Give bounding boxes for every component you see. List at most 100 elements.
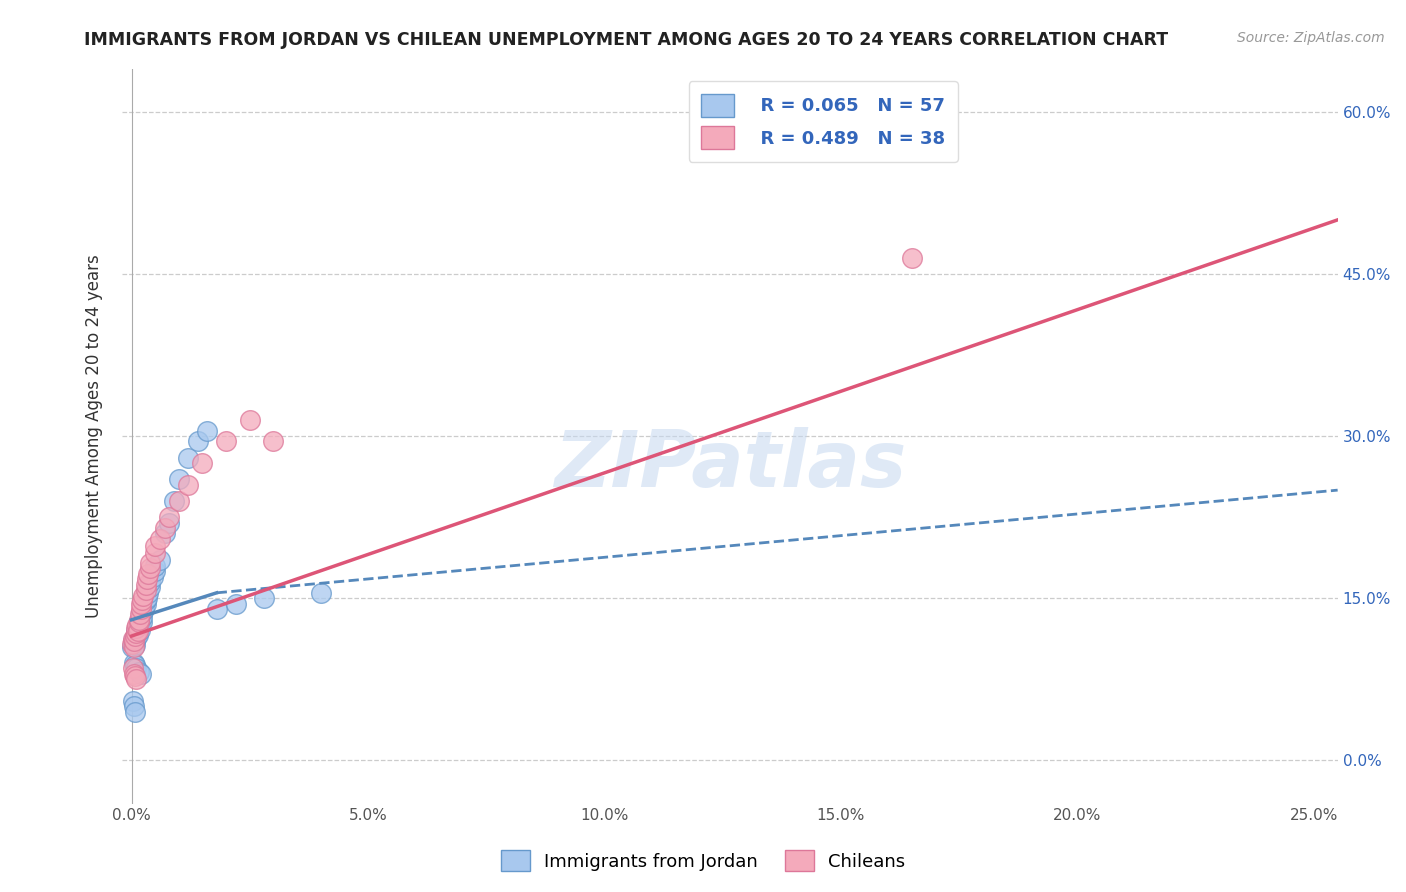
- Point: [127, 624, 149, 638]
- Point: [142, 569, 165, 583]
- Point: [125, 625, 148, 640]
- Point: [129, 610, 152, 624]
- Point: [122, 694, 145, 708]
- Point: [309, 586, 332, 600]
- Point: [153, 521, 176, 535]
- Point: [122, 666, 145, 681]
- Point: [124, 634, 146, 648]
- Point: [135, 578, 157, 592]
- Point: [132, 589, 155, 603]
- Point: [132, 602, 155, 616]
- Point: [125, 624, 148, 638]
- Point: [127, 624, 149, 639]
- Point: [129, 602, 152, 616]
- Y-axis label: Unemployment Among Ages 20 to 24 years: Unemployment Among Ages 20 to 24 years: [86, 254, 103, 618]
- Point: [136, 567, 159, 582]
- Point: [195, 424, 218, 438]
- Point: [128, 620, 150, 634]
- Point: [128, 665, 150, 679]
- Point: [134, 599, 156, 614]
- Point: [143, 539, 166, 553]
- Point: [135, 572, 157, 586]
- Point: [125, 629, 148, 643]
- Point: [127, 618, 149, 632]
- Point: [122, 640, 145, 654]
- Point: [177, 450, 200, 465]
- Point: [139, 561, 162, 575]
- Point: [163, 494, 186, 508]
- Point: [157, 510, 180, 524]
- Point: [135, 582, 157, 597]
- Point: [215, 434, 238, 449]
- Point: [153, 526, 176, 541]
- Point: [167, 494, 190, 508]
- Legend:   R = 0.065   N = 57,   R = 0.489   N = 38: R = 0.065 N = 57, R = 0.489 N = 38: [689, 81, 957, 162]
- Point: [125, 631, 148, 645]
- Point: [125, 661, 148, 675]
- Point: [124, 633, 146, 648]
- Point: [121, 637, 143, 651]
- Point: [143, 564, 166, 578]
- Point: [129, 607, 152, 622]
- Point: [128, 618, 150, 632]
- Legend: Immigrants from Jordan, Chileans: Immigrants from Jordan, Chileans: [494, 843, 912, 879]
- Point: [225, 597, 247, 611]
- Point: [253, 591, 276, 606]
- Point: [129, 666, 152, 681]
- Point: [125, 625, 148, 640]
- Point: [205, 602, 228, 616]
- Point: [122, 656, 145, 670]
- Point: [124, 658, 146, 673]
- Point: [124, 705, 146, 719]
- Point: [143, 558, 166, 573]
- Point: [125, 673, 148, 687]
- Point: [124, 635, 146, 649]
- Point: [128, 613, 150, 627]
- Point: [149, 553, 172, 567]
- Point: [131, 609, 153, 624]
- Point: [139, 574, 162, 589]
- Point: [122, 661, 145, 675]
- Text: ZIPatlas: ZIPatlas: [554, 427, 905, 503]
- Text: IMMIGRANTS FROM JORDAN VS CHILEAN UNEMPLOYMENT AMONG AGES 20 TO 24 YEARS CORRELA: IMMIGRANTS FROM JORDAN VS CHILEAN UNEMPL…: [84, 31, 1168, 49]
- Point: [128, 616, 150, 631]
- Point: [129, 597, 152, 611]
- Point: [136, 586, 159, 600]
- Point: [131, 615, 153, 629]
- Point: [187, 434, 209, 449]
- Point: [124, 669, 146, 683]
- Point: [129, 607, 152, 622]
- Point: [262, 434, 284, 449]
- Point: [135, 591, 157, 606]
- Point: [149, 532, 172, 546]
- Point: [239, 413, 262, 427]
- Point: [129, 623, 152, 637]
- Point: [121, 640, 143, 654]
- Point: [125, 622, 148, 636]
- Point: [127, 627, 149, 641]
- Point: [122, 632, 145, 647]
- Point: [167, 472, 190, 486]
- Point: [157, 516, 180, 530]
- Point: [139, 556, 162, 570]
- Point: [132, 604, 155, 618]
- Point: [129, 613, 152, 627]
- Point: [901, 251, 924, 265]
- Point: [122, 637, 145, 651]
- Point: [191, 456, 214, 470]
- Point: [122, 632, 145, 647]
- Point: [122, 634, 145, 648]
- Point: [139, 581, 162, 595]
- Point: [124, 638, 146, 652]
- Point: [135, 597, 157, 611]
- Point: [135, 593, 157, 607]
- Point: [128, 615, 150, 629]
- Point: [143, 546, 166, 560]
- Point: [177, 477, 200, 491]
- Text: Source: ZipAtlas.com: Source: ZipAtlas.com: [1237, 31, 1385, 45]
- Point: [127, 628, 149, 642]
- Point: [128, 622, 150, 636]
- Point: [122, 699, 145, 714]
- Point: [124, 629, 146, 643]
- Point: [131, 593, 153, 607]
